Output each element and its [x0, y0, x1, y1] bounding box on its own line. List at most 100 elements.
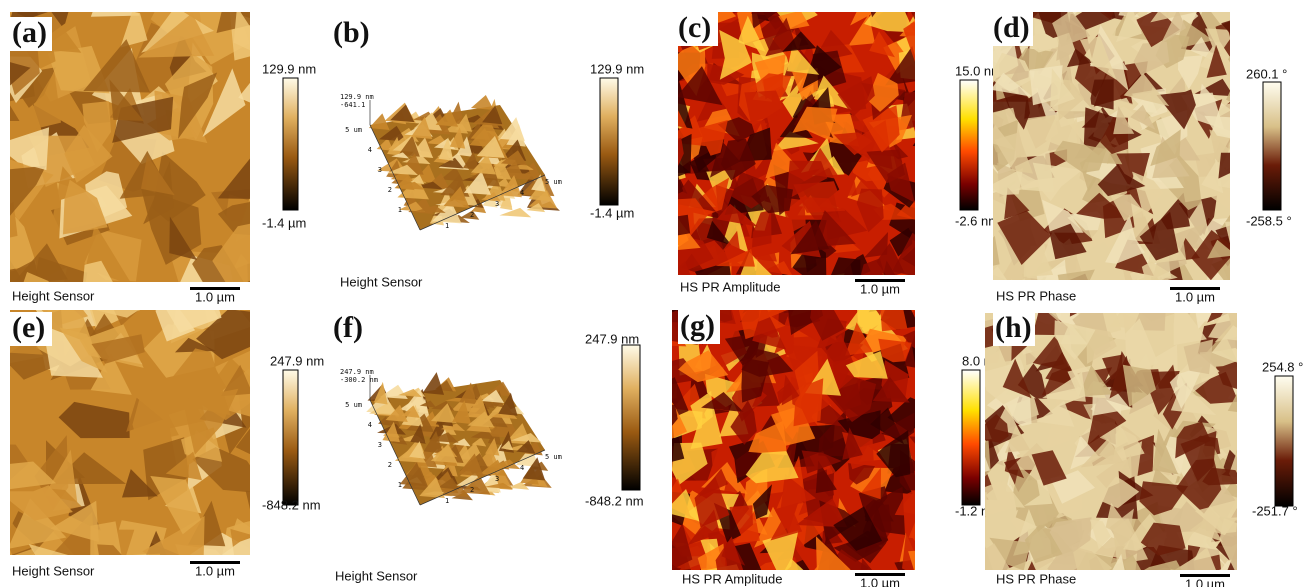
- texture-facet: [1043, 569, 1045, 570]
- afm-image: [10, 310, 250, 555]
- texture-facet: [672, 565, 682, 570]
- texture-facet: [787, 44, 820, 75]
- texture-facet: [913, 278, 943, 326]
- texture-facet: [1224, 221, 1230, 244]
- texture-facet: [630, 276, 668, 299]
- texture-facet: [672, 489, 701, 522]
- texture-facet: [1005, 425, 1031, 453]
- texture-facet: [233, 12, 250, 51]
- surface-facet: [438, 157, 464, 169]
- texture-facet: [672, 377, 689, 419]
- texture-facet: [1086, 327, 1117, 364]
- texture-facet: [861, 467, 881, 500]
- texture-facet: [50, 500, 99, 542]
- panel-label: (c): [678, 11, 711, 44]
- x-axis-label: 3: [495, 475, 499, 483]
- colorbar-min: -848.2 nm: [585, 493, 644, 508]
- texture-facet: [744, 90, 786, 122]
- surface-facet: [531, 174, 546, 192]
- texture-facet: [1125, 318, 1159, 376]
- texture-facet: [678, 110, 687, 129]
- caption: HS PR Amplitude: [682, 571, 782, 586]
- texture-facet: [147, 107, 198, 141]
- texture-facet: [745, 451, 799, 484]
- surface-facet: [386, 164, 419, 176]
- texture-facet: [1229, 145, 1230, 147]
- surface-facet: [522, 457, 546, 481]
- texture-facet: [141, 155, 175, 196]
- z-label: -300.2 nm: [340, 376, 378, 384]
- texture-facet: [1139, 211, 1179, 261]
- colorbar: [282, 369, 299, 506]
- texture-facet: [1071, 546, 1115, 570]
- texture-facet: [1146, 570, 1182, 587]
- surface-facet: [398, 135, 420, 157]
- texture-facet: [1141, 261, 1178, 280]
- texture-facet: [672, 404, 678, 426]
- texture-facet: [709, 322, 747, 375]
- z-label: 247.9 nm: [340, 368, 374, 376]
- texture-facet: [914, 475, 915, 476]
- texture-facet: [83, 260, 113, 282]
- x-axis-label: 2: [470, 486, 474, 494]
- z-label: 129.9 nm: [340, 93, 374, 101]
- texture-facet: [869, 31, 895, 58]
- texture-facet: [658, 179, 678, 211]
- x-axis-label: 1: [445, 497, 449, 505]
- texture-facet: [90, 12, 140, 17]
- texture-facet: [815, 460, 837, 494]
- texture-facet: [1069, 313, 1078, 317]
- y-axis-label: 1: [398, 481, 402, 489]
- texture-facet: [782, 31, 817, 52]
- texture-facet: [901, 0, 952, 12]
- texture-facet: [732, 12, 738, 14]
- texture-facet: [1032, 162, 1083, 202]
- texture-facet: [834, 273, 845, 275]
- texture-facet: [862, 105, 900, 153]
- surface-facet: [410, 174, 425, 185]
- y-axis-label: 2: [388, 186, 392, 194]
- texture-facet: [754, 506, 788, 548]
- texture-facet: [694, 476, 730, 528]
- texture-facet: [1024, 524, 1073, 564]
- texture-facet: [985, 481, 1015, 517]
- panel-label: (e): [12, 311, 45, 344]
- texture-facet: [1169, 366, 1203, 409]
- texture-facet: [138, 13, 215, 58]
- surface-facet: [435, 109, 459, 127]
- texture-facet: [635, 554, 668, 587]
- texture-facet: [1097, 163, 1146, 197]
- texture-facet: [122, 469, 158, 498]
- surface-facet: [457, 453, 484, 477]
- panel-label: (d): [993, 11, 1030, 44]
- texture-facet: [1201, 160, 1224, 194]
- y-axis-label: 5 um: [345, 401, 362, 409]
- surface-facet: [485, 437, 500, 456]
- texture-facet: [10, 485, 73, 521]
- texture-facet: [59, 327, 108, 374]
- label-bg: [678, 310, 720, 344]
- texture-facet: [810, 310, 845, 341]
- texture-facet: [651, 214, 675, 234]
- panel: 1.0 µm (e) Height Sensor 247.9 nm -848.2 nm: [10, 310, 324, 578]
- texture-facet: [1004, 187, 1030, 220]
- texture-facet: [780, 473, 816, 510]
- y-axis-label: 4: [368, 146, 372, 154]
- surface-facet: [481, 389, 505, 404]
- caption: HS PR Phase: [996, 288, 1076, 303]
- surface-facet: [500, 150, 528, 166]
- texture-facet: [58, 401, 130, 439]
- texture-facet: [1119, 0, 1161, 10]
- texture-facet: [864, 12, 915, 33]
- axis-line: [369, 124, 421, 231]
- texture-facet: [248, 12, 250, 17]
- texture-facet: [1152, 428, 1179, 475]
- texture-facet: [706, 220, 732, 246]
- texture-facet: [1001, 88, 1030, 130]
- texture-facet: [845, 351, 888, 379]
- texture-facet: [230, 528, 250, 555]
- texture-facet: [34, 257, 88, 282]
- texture-facet: [793, 378, 824, 427]
- texture-facet: [887, 162, 915, 203]
